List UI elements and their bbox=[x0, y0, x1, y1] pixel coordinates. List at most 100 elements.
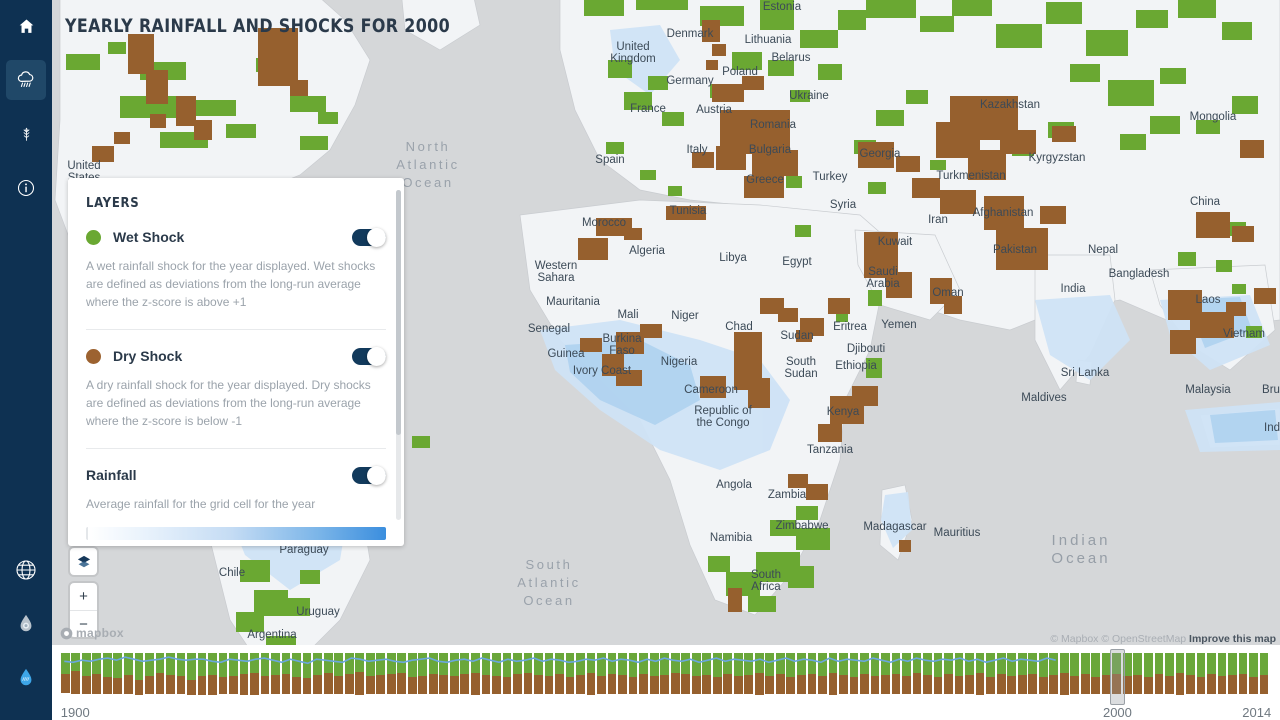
timeline-bar[interactable] bbox=[1154, 653, 1164, 694]
timeline-bar[interactable] bbox=[670, 653, 680, 694]
layer-row-wet-shock[interactable]: Wet Shock A wet rainfall shock for the y… bbox=[86, 225, 386, 325]
timeline-bar[interactable] bbox=[576, 653, 585, 694]
timeline-bar[interactable] bbox=[1028, 653, 1038, 694]
timeline-bar[interactable] bbox=[166, 653, 175, 694]
timeline-bar[interactable] bbox=[428, 653, 438, 694]
timeline-bar[interactable] bbox=[460, 653, 470, 694]
map-controls[interactable]: + − bbox=[70, 548, 97, 645]
timeline-bar[interactable] bbox=[954, 653, 964, 694]
timeline-bar[interactable] bbox=[544, 653, 554, 694]
timeline-bar[interactable] bbox=[912, 653, 922, 694]
timeline-bar[interactable] bbox=[471, 653, 480, 695]
timeline-bar[interactable] bbox=[565, 653, 575, 694]
timeline-bar[interactable] bbox=[260, 653, 270, 694]
timeline-bar[interactable] bbox=[1049, 653, 1059, 694]
layers-panel[interactable]: LAYERS Wet Shock A wet rainfall shock fo… bbox=[68, 178, 404, 546]
sidebar-item-home[interactable] bbox=[6, 6, 46, 46]
timeline-bar[interactable] bbox=[1007, 653, 1017, 694]
mapbox-logo[interactable]: mapbox bbox=[60, 626, 124, 640]
timeline-bar[interactable] bbox=[944, 653, 953, 694]
timeline-bar[interactable] bbox=[92, 653, 102, 694]
timeline-bar[interactable] bbox=[145, 653, 154, 694]
timeline-bar[interactable] bbox=[775, 653, 785, 694]
timeline-bar[interactable] bbox=[386, 653, 396, 694]
attribution-improve-link[interactable]: Improve this map bbox=[1189, 633, 1276, 645]
attribution-mapbox[interactable]: © Mapbox bbox=[1050, 633, 1099, 645]
layers-stack-button[interactable] bbox=[70, 548, 97, 575]
timeline-bar[interactable] bbox=[723, 653, 733, 694]
layer-toggle-dry-shock[interactable] bbox=[352, 346, 386, 366]
timeline-bar[interactable] bbox=[765, 653, 775, 694]
timeline-bar[interactable] bbox=[1144, 653, 1153, 694]
zoom-controls[interactable]: + − bbox=[70, 583, 97, 637]
timeline-bar[interactable] bbox=[975, 653, 985, 695]
timeline-bar[interactable] bbox=[123, 653, 133, 694]
layer-toggle-wet-shock[interactable] bbox=[352, 227, 386, 247]
timeline-bar[interactable] bbox=[1133, 653, 1143, 694]
timeline-bar[interactable] bbox=[292, 653, 301, 694]
attribution-bar[interactable]: © Mapbox © OpenStreetMap Improve this ma… bbox=[1050, 633, 1276, 645]
timeline-bar[interactable] bbox=[923, 653, 932, 694]
timeline-bar[interactable] bbox=[628, 653, 638, 694]
timeline-bar[interactable] bbox=[102, 653, 112, 694]
timeline-bar[interactable] bbox=[1059, 653, 1069, 695]
timeline-bar[interactable] bbox=[618, 653, 627, 694]
timeline-bar[interactable] bbox=[250, 653, 259, 695]
timeline-bars[interactable] bbox=[60, 653, 1270, 705]
timeline-bar[interactable] bbox=[1080, 653, 1090, 694]
timeline-bar[interactable] bbox=[407, 653, 417, 694]
timeline-bar[interactable] bbox=[81, 653, 91, 694]
timeline-bar[interactable] bbox=[208, 653, 217, 695]
timeline-panel[interactable]: 1900 2000 2014 bbox=[0, 645, 1280, 720]
timeline-bar[interactable] bbox=[555, 653, 564, 694]
timeline-bar[interactable] bbox=[229, 653, 238, 694]
timeline-bar[interactable] bbox=[754, 653, 764, 695]
timeline-bar[interactable] bbox=[1217, 653, 1227, 694]
timeline-bar[interactable] bbox=[902, 653, 911, 694]
timeline-bar[interactable] bbox=[881, 653, 890, 694]
timeline-bar[interactable] bbox=[502, 653, 512, 694]
timeline-bar[interactable] bbox=[1186, 653, 1195, 694]
timeline-bar[interactable] bbox=[302, 653, 312, 694]
sidebar-item-water-drop-grey[interactable] bbox=[6, 604, 46, 644]
layer-toggle-rainfall[interactable] bbox=[352, 465, 386, 485]
zoom-in-button[interactable]: + bbox=[79, 588, 88, 605]
layers-stack-icon[interactable] bbox=[70, 548, 97, 575]
timeline-bar[interactable] bbox=[839, 653, 848, 694]
timeline-bar[interactable] bbox=[1228, 653, 1237, 694]
timeline-bar[interactable] bbox=[376, 653, 386, 694]
sidebar-item-water-drop-blue[interactable] bbox=[6, 658, 46, 698]
timeline-bar[interactable] bbox=[365, 653, 375, 694]
timeline-bar[interactable] bbox=[828, 653, 838, 695]
timeline-bar[interactable] bbox=[492, 653, 501, 694]
timeline-bar[interactable] bbox=[786, 653, 796, 694]
timeline-bar[interactable] bbox=[996, 653, 1006, 694]
timeline-bar[interactable] bbox=[313, 653, 322, 694]
timeline-bar[interactable] bbox=[1112, 653, 1122, 694]
timeline-bar[interactable] bbox=[176, 653, 186, 694]
scrollbar-thumb[interactable] bbox=[396, 190, 401, 435]
timeline-bar[interactable] bbox=[155, 653, 165, 694]
layer-row-rainfall[interactable]: Rainfall Average rainfall for the grid c… bbox=[86, 463, 386, 546]
sidebar-item-info[interactable] bbox=[6, 168, 46, 208]
sidebar-item-crops[interactable] bbox=[6, 114, 46, 154]
sidebar-item-rainfall[interactable] bbox=[6, 60, 46, 100]
timeline-bar[interactable] bbox=[639, 653, 648, 694]
timeline-bar[interactable] bbox=[712, 653, 722, 694]
timeline-bar[interactable] bbox=[418, 653, 428, 694]
timeline-bar[interactable] bbox=[281, 653, 291, 694]
timeline-bar[interactable] bbox=[239, 653, 249, 695]
timeline-bar[interactable] bbox=[271, 653, 280, 694]
timeline-bar[interactable] bbox=[71, 653, 81, 694]
timeline-bar[interactable] bbox=[607, 653, 617, 694]
timeline-bar[interactable] bbox=[197, 653, 207, 695]
timeline-bar[interactable] bbox=[1070, 653, 1080, 694]
timeline-bar[interactable] bbox=[860, 653, 869, 694]
timeline-bar[interactable] bbox=[397, 653, 407, 694]
timeline-bar[interactable] bbox=[744, 653, 754, 694]
timeline-bar[interactable] bbox=[1249, 653, 1258, 694]
timeline-bar[interactable] bbox=[449, 653, 459, 694]
zoom-out-button[interactable]: − bbox=[70, 610, 97, 637]
timeline-bar[interactable] bbox=[891, 653, 901, 694]
timeline-bar[interactable] bbox=[218, 653, 228, 694]
